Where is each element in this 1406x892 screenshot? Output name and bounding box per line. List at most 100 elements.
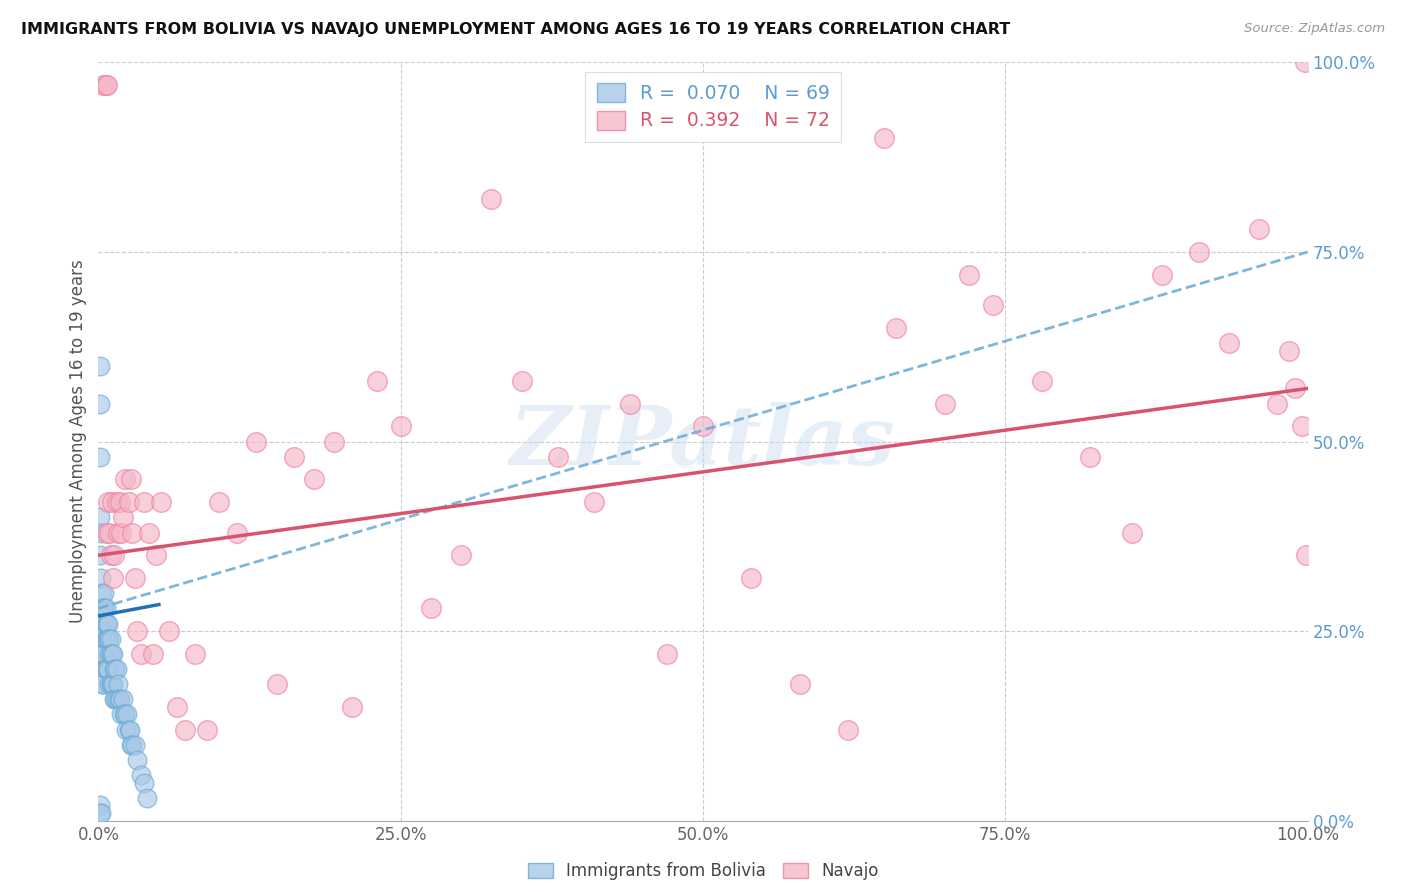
- Point: [134, 776, 156, 790]
- Point: [100, 647, 122, 661]
- Point: [1267, 396, 1289, 410]
- Point: [108, 692, 131, 706]
- Point: [150, 495, 173, 509]
- Point: [89, 396, 111, 410]
- Point: [96, 525, 118, 540]
- Point: [107, 525, 129, 540]
- Point: [89, 450, 111, 464]
- Point: [97, 616, 120, 631]
- Point: [118, 495, 141, 509]
- Point: [96, 616, 118, 631]
- Point: [283, 450, 305, 464]
- Point: [94, 601, 117, 615]
- Legend: Immigrants from Bolivia, Navajo: Immigrants from Bolivia, Navajo: [519, 854, 887, 888]
- Point: [266, 677, 288, 691]
- Point: [107, 677, 129, 691]
- Point: [118, 723, 141, 737]
- Point: [1249, 222, 1271, 236]
- Point: [89, 510, 111, 524]
- Point: [103, 692, 125, 706]
- Point: [91, 601, 114, 615]
- Point: [655, 647, 678, 661]
- Point: [98, 647, 121, 661]
- Point: [94, 616, 117, 631]
- Point: [450, 548, 472, 563]
- Point: [118, 723, 141, 737]
- Point: [124, 738, 146, 752]
- Point: [121, 738, 143, 752]
- Point: [114, 473, 136, 487]
- Point: [692, 419, 714, 434]
- Point: [195, 723, 218, 737]
- Point: [93, 601, 115, 615]
- Point: [94, 632, 117, 646]
- Point: [129, 768, 152, 782]
- Point: [100, 677, 122, 691]
- Point: [108, 495, 131, 509]
- Point: [302, 473, 325, 487]
- Point: [1121, 525, 1143, 540]
- Point: [91, 78, 114, 92]
- Point: [166, 699, 188, 714]
- Point: [789, 677, 811, 691]
- Point: [97, 632, 120, 646]
- Point: [547, 450, 569, 464]
- Point: [96, 632, 118, 646]
- Point: [115, 723, 138, 737]
- Point: [91, 677, 114, 691]
- Point: [510, 374, 533, 388]
- Point: [127, 624, 149, 639]
- Point: [837, 723, 859, 737]
- Point: [89, 548, 111, 563]
- Point: [93, 624, 115, 639]
- Point: [366, 374, 388, 388]
- Point: [208, 495, 231, 509]
- Point: [1294, 55, 1316, 70]
- Point: [134, 495, 156, 509]
- Point: [135, 791, 157, 805]
- Point: [886, 320, 908, 334]
- Point: [108, 692, 131, 706]
- Point: [105, 662, 128, 676]
- Point: [98, 525, 121, 540]
- Point: [110, 525, 132, 540]
- Point: [93, 586, 115, 600]
- Point: [100, 677, 122, 691]
- Point: [120, 738, 142, 752]
- Point: [1152, 268, 1174, 282]
- Point: [89, 359, 111, 373]
- Point: [957, 268, 980, 282]
- Point: [184, 647, 207, 661]
- Point: [389, 419, 412, 434]
- Point: [98, 632, 121, 646]
- Point: [90, 806, 112, 821]
- Point: [96, 78, 118, 92]
- Point: [103, 548, 125, 563]
- Point: [114, 707, 136, 722]
- Point: [94, 78, 117, 92]
- Point: [105, 692, 128, 706]
- Point: [91, 624, 114, 639]
- Point: [100, 495, 122, 509]
- Point: [96, 662, 118, 676]
- Y-axis label: Unemployment Among Ages 16 to 19 years: Unemployment Among Ages 16 to 19 years: [69, 260, 87, 624]
- Point: [91, 647, 114, 661]
- Point: [145, 548, 167, 563]
- Point: [94, 662, 117, 676]
- Point: [101, 677, 124, 691]
- Point: [1218, 335, 1240, 350]
- Point: [619, 396, 641, 410]
- Point: [91, 601, 114, 615]
- Point: [111, 692, 134, 706]
- Point: [129, 647, 152, 661]
- Point: [1278, 343, 1301, 358]
- Point: [420, 601, 443, 615]
- Point: [105, 495, 128, 509]
- Point: [101, 571, 124, 585]
- Point: [934, 396, 956, 410]
- Point: [90, 601, 112, 615]
- Point: [98, 677, 121, 691]
- Point: [138, 525, 160, 540]
- Point: [111, 510, 134, 524]
- Point: [1295, 548, 1317, 563]
